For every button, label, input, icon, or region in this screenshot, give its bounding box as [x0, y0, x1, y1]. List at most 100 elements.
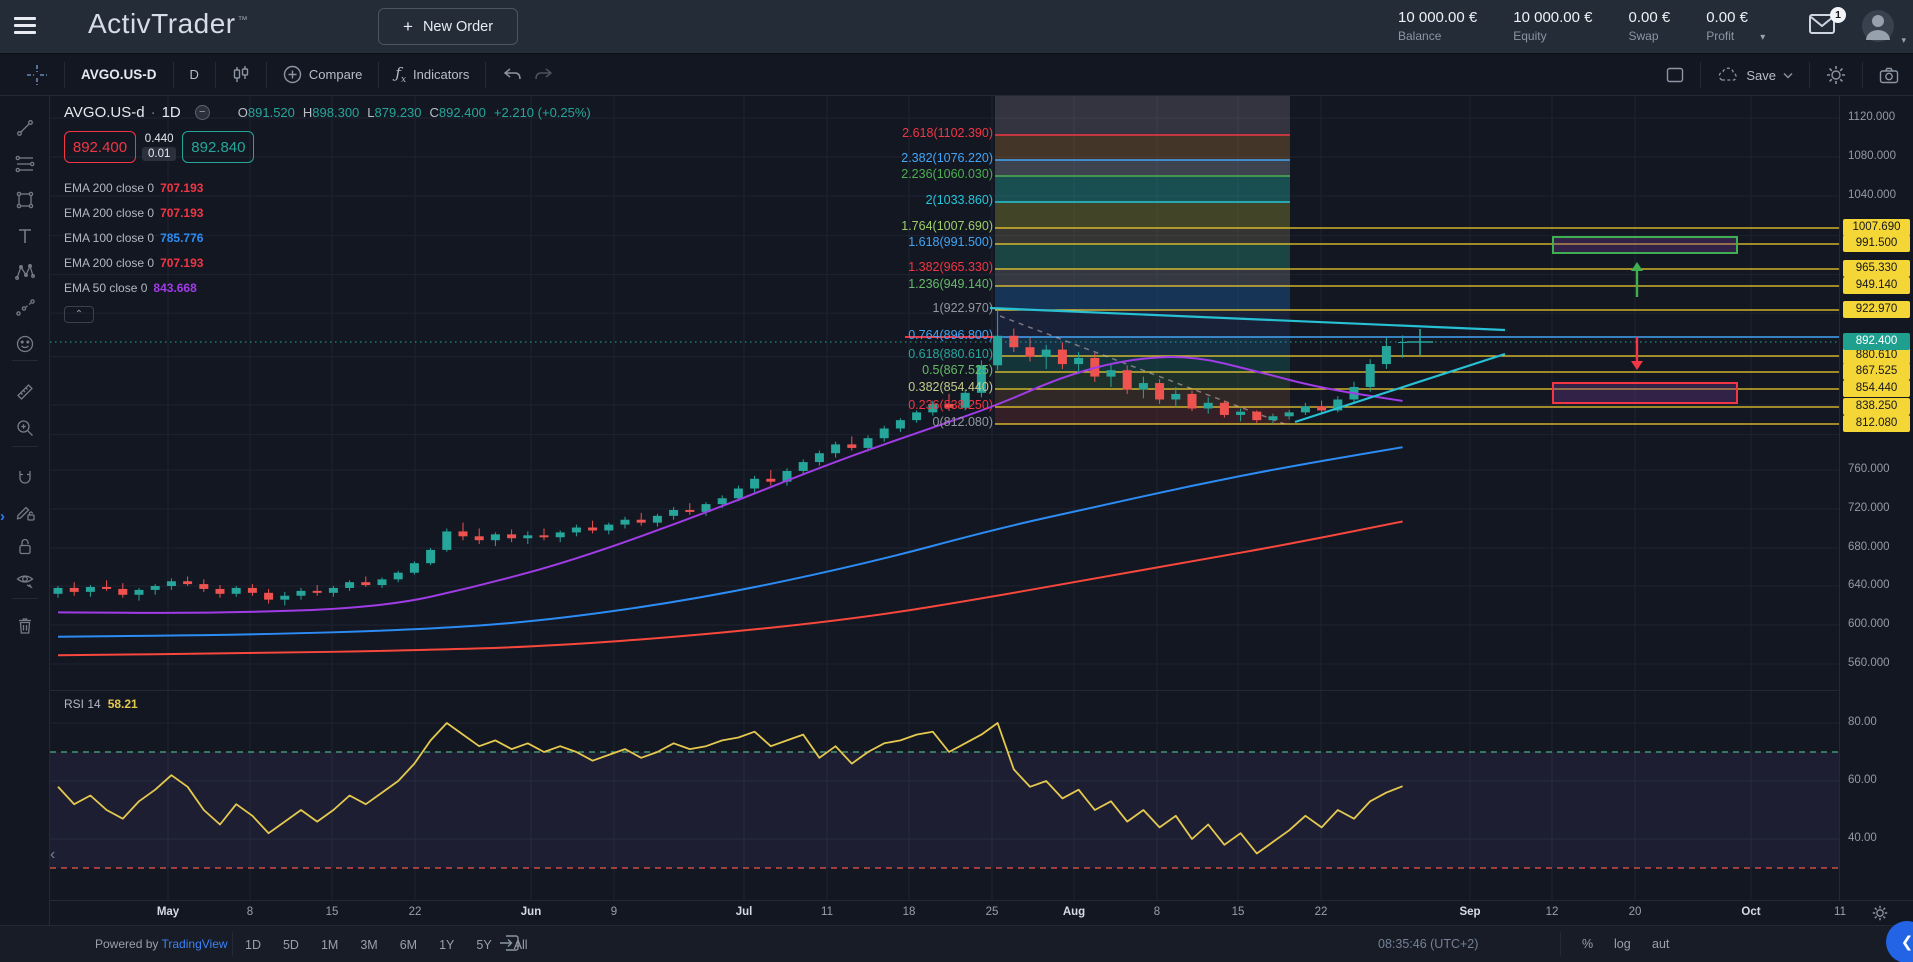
draw-lock-icon	[16, 506, 35, 521]
range-1Y[interactable]: 1Y	[439, 937, 455, 952]
interval-button[interactable]: D	[189, 67, 199, 82]
collapse-symbol-icon[interactable]: −	[194, 105, 210, 120]
tool-remove-all[interactable]	[15, 616, 35, 636]
fib-price-label: 812.080	[1843, 415, 1910, 432]
price-axis[interactable]: 1120.000 1080.000 1040.000 760.000 720.000 68…	[1839, 96, 1913, 900]
undo-button[interactable]	[496, 67, 528, 83]
cloud-icon	[1719, 67, 1738, 81]
redo-button[interactable]	[528, 67, 560, 83]
redo-icon	[535, 67, 553, 79]
bid-button[interactable]: 892.400	[64, 131, 136, 163]
fib-price-label: 854.440	[1843, 380, 1910, 397]
sidebar-toggle-button[interactable]: ❮	[1886, 921, 1913, 962]
profit-caret-icon[interactable]: ▾	[1760, 32, 1766, 43]
auto-scale-button[interactable]: aut	[1652, 937, 1670, 951]
time-settings-button[interactable]	[1872, 905, 1888, 926]
time-tick: 15	[1231, 906, 1245, 918]
top-header: ActivTrader ™ + New Order 10 000.00 € Bala…	[0, 0, 1913, 54]
stat-value: 0.00 €	[1628, 9, 1671, 26]
fib-level-label: 2(1033.860)	[925, 193, 993, 207]
save-button[interactable]: Save	[1711, 67, 1799, 83]
goto-date-button[interactable]	[498, 934, 520, 955]
tool-emoji[interactable]	[15, 334, 35, 354]
time-tick: 20	[1628, 906, 1642, 918]
range-5Y[interactable]: 5Y	[476, 937, 492, 952]
price-tick-label: 600.000	[1848, 618, 1890, 630]
price-pane[interactable]	[50, 96, 1839, 690]
tool-ruler[interactable]	[15, 382, 35, 402]
log-scale-button[interactable]: log	[1614, 937, 1631, 951]
stat-value: 10 000.00 €	[1513, 9, 1593, 26]
chart-area: AVGO.US-d · 1D − O891.520 H898.300 L879.23…	[50, 96, 1913, 925]
price-tick-label: 640.000	[1848, 579, 1890, 591]
tool-forecast[interactable]	[15, 298, 35, 318]
range-1D[interactable]: 1D	[245, 937, 261, 952]
pane-separator[interactable]	[50, 690, 1839, 691]
tool-shapes[interactable]	[15, 190, 35, 210]
fib-level-label: 1.382(965.330)	[908, 260, 993, 274]
range-6M[interactable]: 6M	[399, 937, 418, 952]
time-tick: 8	[246, 906, 254, 918]
fib-price-label: 1007.690	[1843, 219, 1910, 236]
tool-lock-all[interactable]	[15, 536, 35, 556]
fib-level-label: 1(922.970)	[932, 301, 993, 315]
menu-icon[interactable]	[14, 17, 36, 35]
tool-xabcd-pattern[interactable]	[15, 262, 35, 282]
avatar-caret-icon: ▾	[1901, 35, 1906, 45]
range-All[interactable]: All	[513, 937, 528, 952]
trend-line-icon	[17, 120, 33, 136]
indicator-legend: EMA 200 close 0 707.193 EMA 200 close 0 707…	[64, 175, 591, 300]
crosshair-tool[interactable]	[20, 64, 54, 86]
screenshot-button[interactable]	[1873, 67, 1905, 84]
tool-zoom-in[interactable]	[15, 418, 35, 438]
tool-fib-retracement[interactable]	[15, 154, 35, 174]
fib-level-label: 2.236(1060.030)	[901, 167, 993, 181]
time-axis[interactable]: May 8 15 22 Jun 9 Jul 11 18 25 Aug 8 15 22 Sep 12 20 Oct 1…	[50, 900, 1913, 925]
indicator-name: EMA 100 close 0	[64, 230, 155, 245]
tool-draw-lock[interactable]	[15, 502, 35, 522]
chart-legend: AVGO.US-d · 1D − O891.520 H898.300 L879.23…	[64, 104, 591, 323]
time-tick: 11	[1834, 906, 1846, 918]
indicators-button[interactable]: ƒx Indicators	[389, 64, 475, 85]
range-buttons: 1D 5D 1M 3M 6M 1Y 5Y All	[245, 926, 528, 962]
time-tick: Jul	[735, 906, 753, 918]
range-1M[interactable]: 1M	[320, 937, 339, 952]
indicator-row: EMA 200 close 0 707.193	[64, 175, 591, 200]
chevron-down-icon	[1783, 72, 1793, 78]
powered-by: Powered by TradingView	[95, 937, 228, 951]
rsi-pane[interactable]	[50, 691, 1839, 900]
watchlist-expander[interactable]: ›	[0, 508, 5, 525]
fib-level-label: 2.382(1076.220)	[901, 151, 993, 165]
fib-level-label: 2.618(1102.390)	[902, 126, 993, 140]
indicator-value: 785.776	[160, 230, 204, 245]
percent-scale-button[interactable]: %	[1582, 937, 1594, 951]
chart-type-button[interactable]	[226, 65, 256, 85]
range-3M[interactable]: 3M	[360, 937, 378, 952]
fullscreen-button[interactable]	[1660, 67, 1690, 83]
range-5D[interactable]: 5D	[282, 937, 299, 952]
chart-settings-button[interactable]	[1820, 65, 1852, 85]
tool-trend-line[interactable]	[15, 118, 35, 138]
compare-button[interactable]: Compare	[277, 65, 368, 84]
candlestick-icon	[233, 65, 249, 82]
legend-symbol[interactable]: AVGO.US-d	[64, 104, 145, 121]
tool-magnet[interactable]	[15, 468, 35, 488]
fib-level-label: 0.764(896.800)	[908, 328, 993, 342]
fib-price-label: 991.500	[1843, 235, 1910, 252]
tool-hide-all[interactable]	[15, 570, 35, 590]
pane-collapse-arrow[interactable]: ‹	[50, 846, 56, 863]
clock[interactable]: 08:35:46 (UTC+2)	[1378, 937, 1479, 951]
fx-icon: ƒx	[395, 64, 407, 85]
indicator-row: EMA 200 close 0 707.193	[64, 250, 591, 275]
ask-button[interactable]: 892.840	[182, 131, 255, 163]
symbol-button[interactable]: AVGO.US-D	[81, 67, 157, 82]
tool-text[interactable]	[15, 226, 35, 246]
trademark: ™	[237, 14, 249, 26]
mail-button[interactable]: 1	[1808, 7, 1846, 42]
legend-collapse-button[interactable]: ⌃	[64, 306, 94, 323]
time-tick: 15	[325, 906, 339, 918]
avatar[interactable]: ▾	[1860, 8, 1906, 46]
new-order-button[interactable]: + New Order	[378, 8, 519, 45]
price-tick-label: 720.000	[1848, 502, 1890, 514]
tradingview-link[interactable]: TradingView	[161, 937, 228, 951]
